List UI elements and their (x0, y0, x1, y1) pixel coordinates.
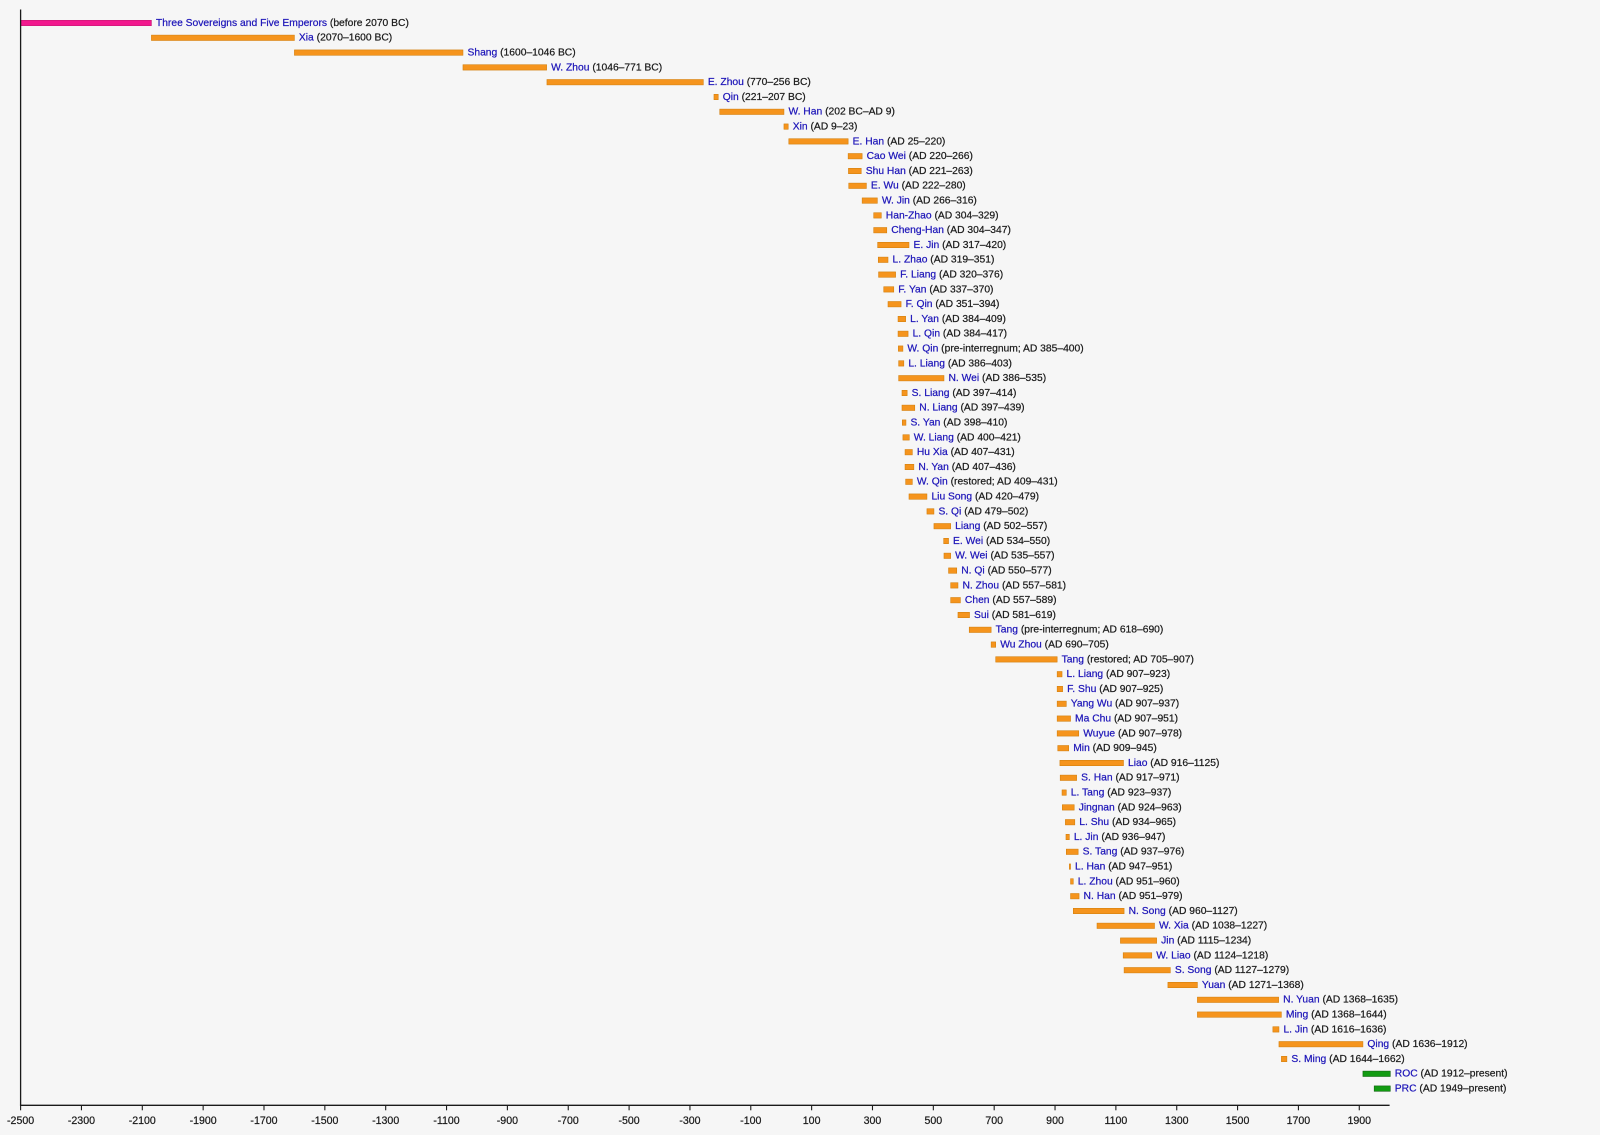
svg-text:W. Qin (restored; AD 409–431): W. Qin (restored; AD 409–431) (917, 477, 1058, 488)
svg-text:-300: -300 (679, 1115, 700, 1127)
svg-text:S. Song (AD 1127–1279): S. Song (AD 1127–1279) (1175, 965, 1289, 976)
svg-text:-2100: -2100 (129, 1115, 156, 1127)
svg-text:E. Wu (AD 222–280): E. Wu (AD 222–280) (871, 181, 966, 192)
svg-text:-1700: -1700 (250, 1115, 277, 1127)
svg-text:Han-Zhao (AD 304–329): Han-Zhao (AD 304–329) (886, 210, 999, 221)
svg-text:Yang Wu (AD 907–937): Yang Wu (AD 907–937) (1071, 699, 1179, 710)
svg-text:N. Liang (AD 397–439): N. Liang (AD 397–439) (919, 403, 1024, 414)
svg-text:-1300: -1300 (372, 1115, 399, 1127)
svg-text:Shang (1600–1046 BC): Shang (1600–1046 BC) (467, 48, 575, 59)
svg-text:-700: -700 (558, 1115, 579, 1127)
svg-text:Qin (221–207 BC): Qin (221–207 BC) (723, 92, 806, 103)
svg-text:L. Yan (AD 384–409): L. Yan (AD 384–409) (910, 314, 1006, 325)
svg-text:Xin (AD 9–23): Xin (AD 9–23) (793, 122, 858, 133)
svg-text:Hu Xia (AD 407–431): Hu Xia (AD 407–431) (917, 447, 1015, 458)
svg-text:E. Zhou (770–256 BC): E. Zhou (770–256 BC) (708, 77, 811, 88)
svg-text:L. Jin (AD 1616–1636): L. Jin (AD 1616–1636) (1283, 1024, 1386, 1035)
svg-text:900: 900 (1046, 1115, 1064, 1127)
svg-text:E. Han (AD 25–220): E. Han (AD 25–220) (853, 136, 946, 147)
svg-text:W. Wei (AD 535–557): W. Wei (AD 535–557) (955, 551, 1054, 562)
svg-text:E. Jin (AD 317–420): E. Jin (AD 317–420) (913, 240, 1006, 251)
svg-text:N. Song (AD 960–1127): N. Song (AD 960–1127) (1129, 906, 1238, 917)
svg-text:Ming (AD 1368–1644): Ming (AD 1368–1644) (1286, 1010, 1387, 1021)
svg-text:N. Yuan (AD 1368–1635): N. Yuan (AD 1368–1635) (1283, 995, 1398, 1006)
svg-text:S. Han (AD 917–971): S. Han (AD 917–971) (1081, 773, 1179, 784)
svg-text:500: 500 (924, 1115, 942, 1127)
svg-text:N. Wei (AD 386–535): N. Wei (AD 386–535) (948, 373, 1046, 384)
svg-text:L. Jin (AD 936–947): L. Jin (AD 936–947) (1074, 832, 1166, 843)
svg-text:S. Ming (AD 1644–1662): S. Ming (AD 1644–1662) (1291, 1054, 1404, 1065)
svg-text:L. Shu (AD 934–965): L. Shu (AD 934–965) (1079, 817, 1176, 828)
svg-text:L. Liang (AD 386–403): L. Liang (AD 386–403) (908, 358, 1012, 369)
svg-text:-900: -900 (497, 1115, 518, 1127)
svg-text:N. Qi (AD 550–577): N. Qi (AD 550–577) (961, 566, 1051, 577)
svg-text:L. Han (AD 947–951): L. Han (AD 947–951) (1075, 862, 1172, 873)
svg-text:Wuyue (AD 907–978): Wuyue (AD 907–978) (1083, 728, 1182, 739)
svg-text:-1500: -1500 (311, 1115, 338, 1127)
svg-text:ROC (AD 1912–present): ROC (AD 1912–present) (1395, 1069, 1508, 1080)
svg-text:S. Liang (AD 397–414): S. Liang (AD 397–414) (912, 388, 1017, 399)
svg-text:Liao (AD 916–1125): Liao (AD 916–1125) (1128, 758, 1219, 769)
svg-text:PRC (AD 1949–present): PRC (AD 1949–present) (1395, 1084, 1507, 1095)
svg-text:F. Qin (AD 351–394): F. Qin (AD 351–394) (906, 299, 1000, 310)
svg-text:S. Yan (AD 398–410): S. Yan (AD 398–410) (910, 418, 1007, 429)
svg-text:Cheng-Han (AD 304–347): Cheng-Han (AD 304–347) (891, 225, 1011, 236)
svg-text:W. Liao (AD 1124–1218): W. Liao (AD 1124–1218) (1156, 950, 1268, 961)
svg-text:S. Tang (AD 937–976): S. Tang (AD 937–976) (1083, 847, 1185, 858)
svg-text:-500: -500 (618, 1115, 639, 1127)
svg-text:1500: 1500 (1226, 1115, 1250, 1127)
svg-text:700: 700 (985, 1115, 1003, 1127)
svg-text:F. Liang (AD 320–376): F. Liang (AD 320–376) (900, 270, 1003, 281)
svg-text:F. Shu (AD 907–925): F. Shu (AD 907–925) (1067, 684, 1163, 695)
svg-text:1300: 1300 (1165, 1115, 1189, 1127)
svg-text:Liu Song (AD 420–479): Liu Song (AD 420–479) (931, 492, 1039, 503)
svg-text:L. Zhou (AD 951–960): L. Zhou (AD 951–960) (1078, 876, 1180, 887)
svg-text:Liang (AD 502–557): Liang (AD 502–557) (955, 521, 1047, 532)
svg-text:-100: -100 (740, 1115, 761, 1127)
svg-text:N. Han (AD 951–979): N. Han (AD 951–979) (1084, 891, 1183, 902)
svg-text:Yuan (AD 1271–1368): Yuan (AD 1271–1368) (1202, 980, 1304, 991)
svg-text:W. Qin (pre-interregnum; AD 38: W. Qin (pre-interregnum; AD 385–400) (907, 344, 1083, 355)
svg-text:-1100: -1100 (433, 1115, 459, 1127)
svg-text:1900: 1900 (1347, 1115, 1371, 1127)
svg-text:Wu Zhou (AD 690–705): Wu Zhou (AD 690–705) (1000, 640, 1109, 651)
svg-text:L. Zhao (AD 319–351): L. Zhao (AD 319–351) (893, 255, 995, 266)
svg-text:100: 100 (803, 1115, 821, 1127)
svg-text:W. Liang (AD 400–421): W. Liang (AD 400–421) (914, 432, 1021, 443)
svg-text:Min (AD 909–945): Min (AD 909–945) (1073, 743, 1157, 754)
svg-text:Shu Han (AD 221–263): Shu Han (AD 221–263) (866, 166, 973, 177)
svg-text:Jingnan (AD 924–963): Jingnan (AD 924–963) (1079, 802, 1182, 813)
svg-text:Tang (pre-interregnum; AD 618–: Tang (pre-interregnum; AD 618–690) (996, 625, 1164, 636)
svg-text:1700: 1700 (1287, 1115, 1311, 1127)
svg-text:W. Jin (AD 266–316): W. Jin (AD 266–316) (882, 196, 977, 207)
svg-text:Tang (restored; AD 705–907): Tang (restored; AD 705–907) (1062, 654, 1194, 665)
svg-text:L. Liang (AD 907–923): L. Liang (AD 907–923) (1067, 669, 1171, 680)
svg-text:-1900: -1900 (190, 1115, 217, 1127)
svg-text:L. Tang (AD 923–937): L. Tang (AD 923–937) (1071, 788, 1172, 799)
svg-text:-2500: -2500 (7, 1115, 34, 1127)
svg-text:N. Yan (AD 407–436): N. Yan (AD 407–436) (918, 462, 1016, 473)
svg-text:Ma Chu (AD 907–951): Ma Chu (AD 907–951) (1075, 714, 1178, 725)
svg-text:Sui (AD 581–619): Sui (AD 581–619) (974, 610, 1056, 621)
svg-text:-2300: -2300 (68, 1115, 95, 1127)
svg-text:F. Yan (AD 337–370): F. Yan (AD 337–370) (898, 284, 993, 295)
svg-text:E. Wei (AD 534–550): E. Wei (AD 534–550) (953, 536, 1050, 547)
svg-text:W. Han (202 BC–AD 9): W. Han (202 BC–AD 9) (788, 107, 894, 118)
svg-text:N. Zhou (AD 557–581): N. Zhou (AD 557–581) (962, 580, 1066, 591)
svg-text:Xia (2070–1600 BC): Xia (2070–1600 BC) (299, 33, 392, 44)
svg-text:W. Xia (AD 1038–1227): W. Xia (AD 1038–1227) (1159, 921, 1267, 932)
svg-text:W. Zhou (1046–771 BC): W. Zhou (1046–771 BC) (551, 62, 662, 73)
svg-text:Jin (AD 1115–1234): Jin (AD 1115–1234) (1161, 936, 1251, 947)
svg-text:Cao Wei (AD 220–266): Cao Wei (AD 220–266) (867, 151, 973, 162)
svg-text:1100: 1100 (1104, 1115, 1127, 1127)
svg-text:Chen (AD 557–589): Chen (AD 557–589) (965, 595, 1057, 606)
svg-text:L. Qin (AD 384–417): L. Qin (AD 384–417) (913, 329, 1007, 340)
svg-text:300: 300 (864, 1115, 882, 1127)
svg-text:Three Sovereigns and Five Empe: Three Sovereigns and Five Emperors (befo… (156, 18, 409, 29)
svg-text:Qing (AD 1636–1912): Qing (AD 1636–1912) (1367, 1039, 1467, 1050)
svg-text:S. Qi (AD 479–502): S. Qi (AD 479–502) (938, 506, 1028, 517)
